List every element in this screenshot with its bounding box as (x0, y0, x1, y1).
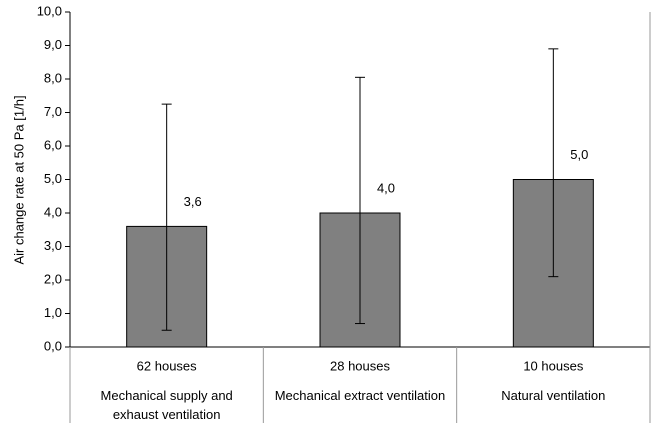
sample-size-label: 10 houses (523, 358, 583, 373)
category-label: Natural ventilation (501, 388, 606, 403)
y-tick-label: 7,0 (44, 104, 62, 119)
y-tick-label: 0,0 (44, 338, 62, 353)
y-tick-label: 9,0 (44, 37, 62, 52)
y-tick-label: 1,0 (44, 305, 62, 320)
value-label: 5,0 (570, 147, 588, 162)
sample-size-label: 62 houses (137, 358, 197, 373)
y-tick-label: 8,0 (44, 70, 62, 85)
y-tick-label: 2,0 (44, 271, 62, 286)
y-tick-label: 4,0 (44, 204, 62, 219)
y-tick-label: 3,0 (44, 238, 62, 253)
y-tick-label: 6,0 (44, 137, 62, 152)
y-axis-label: Air change rate at 50 Pa [1/h] (11, 95, 26, 264)
value-label: 4,0 (377, 180, 395, 195)
category-label: Mechanical extract ventilation (274, 388, 446, 403)
sample-size-label: 28 houses (330, 358, 390, 373)
y-tick-label: 10,0 (37, 3, 62, 18)
category-label: Mechanical supply and exhaust ventilatio… (100, 388, 233, 422)
y-tick-label: 5,0 (44, 171, 62, 186)
value-label: 3,6 (184, 194, 202, 209)
